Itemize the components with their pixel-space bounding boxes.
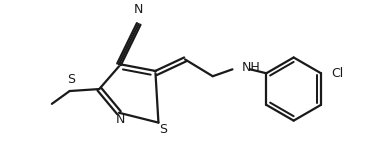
- Text: S: S: [68, 73, 76, 86]
- Text: S: S: [159, 123, 167, 136]
- Text: NH: NH: [241, 61, 260, 74]
- Text: N: N: [134, 3, 143, 16]
- Text: Cl: Cl: [331, 67, 343, 80]
- Text: N: N: [115, 113, 125, 126]
